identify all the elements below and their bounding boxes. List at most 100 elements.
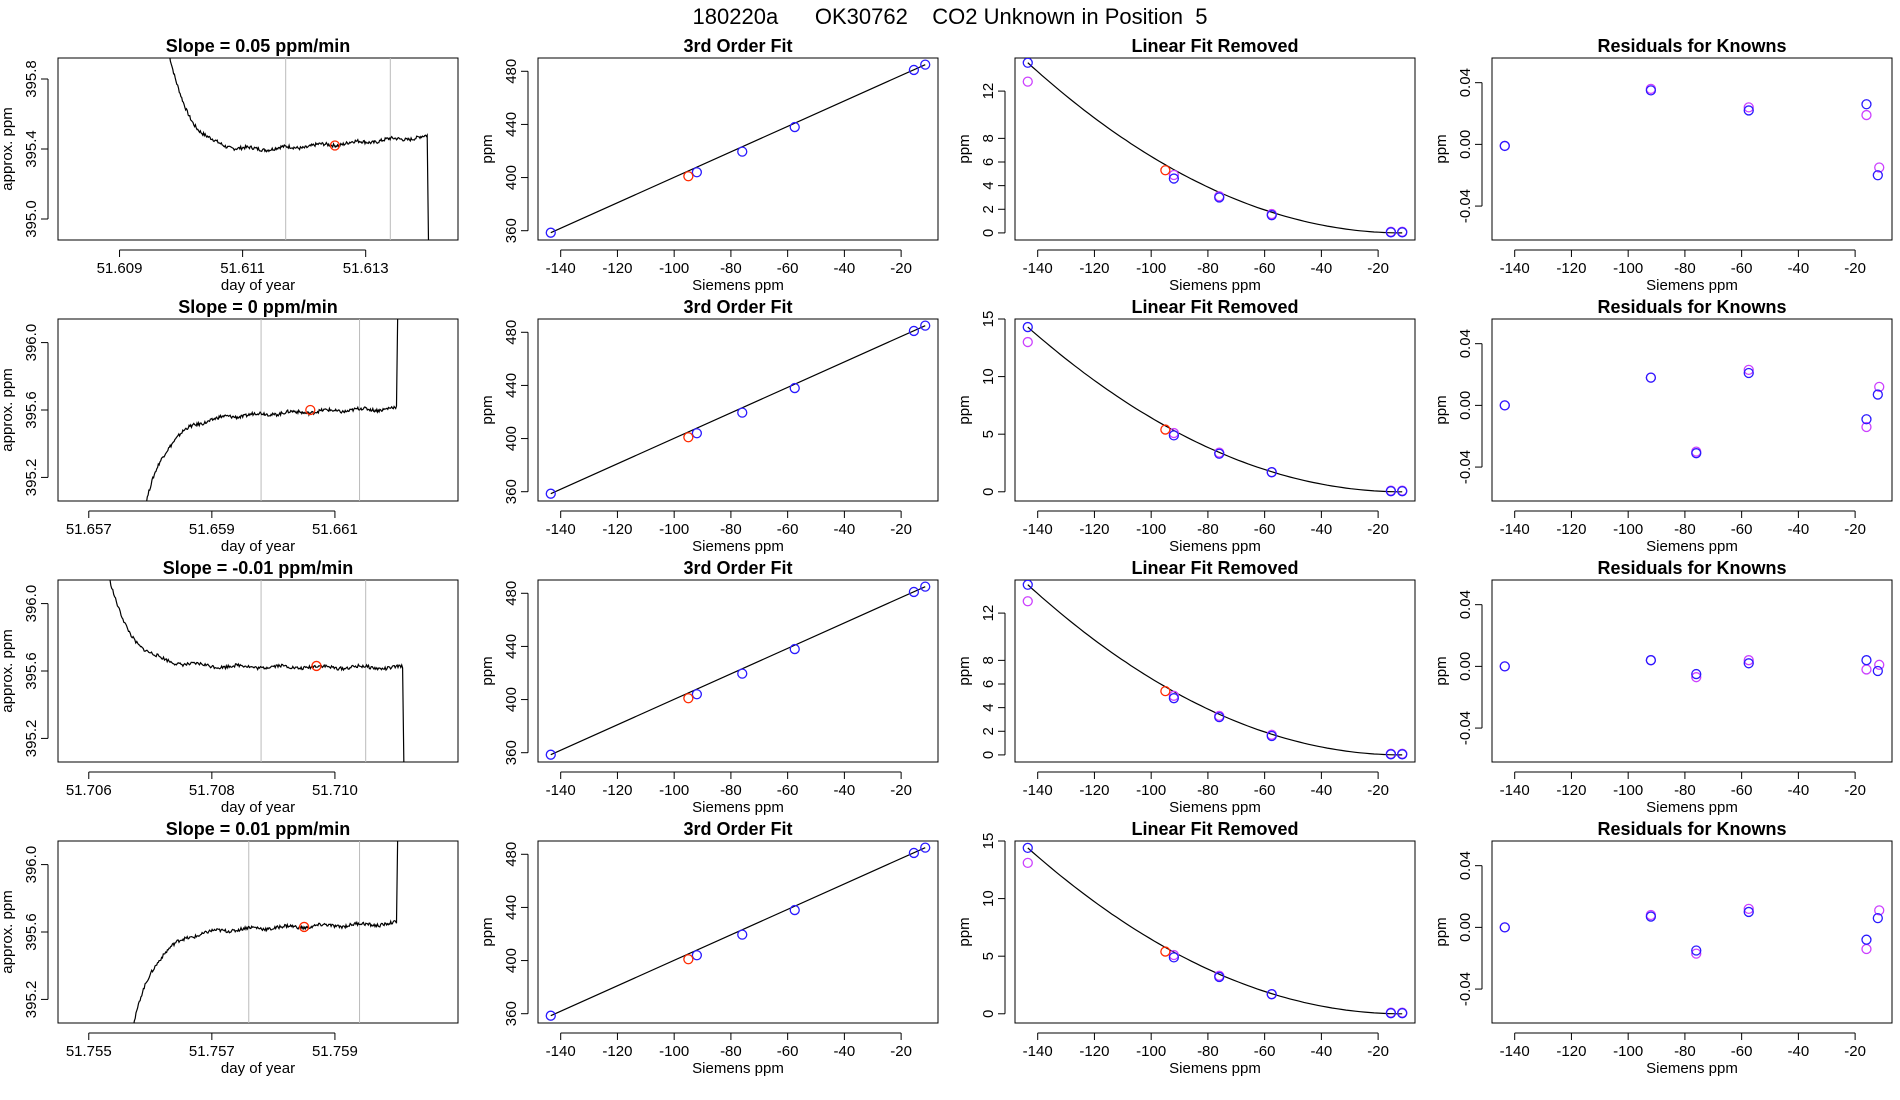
plot-area bbox=[545, 581, 931, 760]
known-point bbox=[1168, 952, 1180, 963]
y-tick-label: 0 bbox=[980, 488, 997, 496]
known-point bbox=[1691, 945, 1702, 956]
known-point bbox=[789, 121, 800, 133]
known-point bbox=[1214, 711, 1225, 723]
known-point bbox=[545, 749, 556, 760]
x-tick-label: -140 bbox=[1023, 260, 1053, 277]
known-point bbox=[691, 689, 703, 700]
known-point bbox=[1022, 58, 1033, 68]
x-tick-label: -60 bbox=[1254, 1043, 1276, 1060]
panel-title: Slope = 0.01 ppm/min bbox=[166, 819, 351, 839]
panel-r1-c3: Residuals for Knowns -140 -120 -100 -80 -60 -4… bbox=[1433, 297, 1893, 555]
fit-curve bbox=[550, 586, 926, 756]
panel-title: 3rd Order Fit bbox=[683, 819, 792, 839]
x-tick-label: 51.708 bbox=[189, 782, 235, 799]
x-tick-label: 51.611 bbox=[220, 260, 265, 277]
x-tick-label: -100 bbox=[1136, 521, 1166, 538]
panel-title: 3rd Order Fit bbox=[683, 558, 792, 578]
x-tick-label: -140 bbox=[546, 260, 576, 277]
known-point bbox=[1499, 922, 1510, 933]
known-point bbox=[1861, 934, 1872, 945]
plot-frame bbox=[537, 840, 939, 1024]
x-tick-label: -120 bbox=[602, 260, 632, 277]
x-tick-label: -40 bbox=[1311, 782, 1333, 799]
known-point bbox=[1645, 85, 1657, 96]
unknown-point bbox=[1160, 165, 1171, 176]
y-tick-label: 480 bbox=[503, 320, 520, 345]
x-tick-label: -40 bbox=[1788, 782, 1810, 799]
x-tick-label: -20 bbox=[1367, 521, 1389, 538]
x-tick-label: -120 bbox=[602, 1043, 632, 1060]
x-tick-label: -40 bbox=[834, 260, 856, 277]
y-axis-label: approx. ppm bbox=[0, 368, 16, 451]
x-tick-label: 51.657 bbox=[66, 521, 112, 538]
plot-area bbox=[1499, 655, 1885, 683]
plot-frame bbox=[57, 840, 459, 1024]
x-tick-label: -120 bbox=[1079, 521, 1109, 538]
x-axis-label: Siemens ppm bbox=[692, 538, 784, 555]
known-point bbox=[789, 904, 800, 916]
known-point bbox=[1266, 467, 1277, 478]
y-tick-label: -0.04 bbox=[1457, 450, 1474, 484]
known-point bbox=[1385, 227, 1397, 238]
x-axis-label: day of year bbox=[221, 538, 295, 555]
panel-r3-c1: 3rd Order Fit -140 -120 -100 -80 -60 -40 -20 Sie… bbox=[479, 819, 939, 1077]
known-point bbox=[1397, 1008, 1408, 1019]
known-point bbox=[691, 950, 703, 961]
y-tick-label: 0.04 bbox=[1457, 68, 1474, 97]
known-point-secondary bbox=[1022, 336, 1033, 348]
y-tick-label: 15 bbox=[980, 833, 997, 850]
unknown-point bbox=[683, 954, 694, 965]
x-axis-label: day of year bbox=[221, 799, 295, 816]
y-axis-label: ppm bbox=[479, 656, 496, 685]
x-tick-label: -60 bbox=[1254, 521, 1276, 538]
x-tick-label: -100 bbox=[1613, 1043, 1643, 1060]
x-tick-label: 51.757 bbox=[189, 1043, 235, 1060]
x-tick-label: -80 bbox=[1674, 782, 1696, 799]
x-tick-label: -40 bbox=[1311, 260, 1333, 277]
y-tick-label: 395.0 bbox=[23, 200, 40, 238]
known-point-secondary bbox=[1861, 109, 1872, 121]
y-tick-label: 6 bbox=[980, 680, 997, 688]
x-tick-label: -40 bbox=[834, 521, 856, 538]
known-point-secondary bbox=[1743, 655, 1754, 666]
unknown-point bbox=[683, 693, 694, 704]
known-point-secondary bbox=[1874, 659, 1885, 670]
y-tick-label: 395.2 bbox=[23, 981, 40, 1019]
x-tick-label: -80 bbox=[1197, 782, 1219, 799]
y-tick-label: 0.00 bbox=[1457, 130, 1474, 159]
x-tick-label: -140 bbox=[546, 1043, 576, 1060]
plot-area bbox=[1022, 580, 1408, 760]
known-point bbox=[691, 428, 703, 439]
x-tick-label: -120 bbox=[1556, 782, 1586, 799]
unknown-sample-point bbox=[329, 140, 341, 151]
y-tick-label: 396.0 bbox=[23, 585, 40, 623]
known-point bbox=[908, 64, 920, 76]
x-tick-label: -80 bbox=[1674, 260, 1696, 277]
known-point-secondary bbox=[1861, 421, 1872, 433]
x-tick-label: -80 bbox=[720, 1043, 742, 1060]
known-point-secondary bbox=[1743, 903, 1754, 915]
y-tick-label: 440 bbox=[503, 112, 520, 137]
panel-title: Linear Fit Removed bbox=[1131, 819, 1298, 839]
x-tick-label: -20 bbox=[890, 782, 912, 799]
y-tick-label: -0.04 bbox=[1457, 972, 1474, 1006]
y-tick-label: 480 bbox=[503, 842, 520, 867]
plot-area bbox=[133, 841, 399, 1023]
y-tick-label: 0.00 bbox=[1457, 652, 1474, 681]
plot-frame bbox=[1491, 318, 1893, 502]
x-tick-label: -100 bbox=[659, 1043, 689, 1060]
x-tick-label: 51.755 bbox=[66, 1043, 112, 1060]
x-tick-label: -100 bbox=[1613, 260, 1643, 277]
panel-r0-c0: Slope = 0.05 ppm/min 51.609 51.611 51.613 da… bbox=[0, 36, 459, 294]
y-tick-label: 396.0 bbox=[23, 846, 40, 884]
x-tick-label: -140 bbox=[1500, 782, 1530, 799]
fit-curve bbox=[1027, 62, 1403, 234]
plot-frame bbox=[537, 57, 939, 241]
known-point bbox=[920, 842, 931, 853]
known-point bbox=[1743, 906, 1754, 918]
y-tick-label: 4 bbox=[980, 703, 997, 711]
plot-frame bbox=[1014, 840, 1416, 1024]
